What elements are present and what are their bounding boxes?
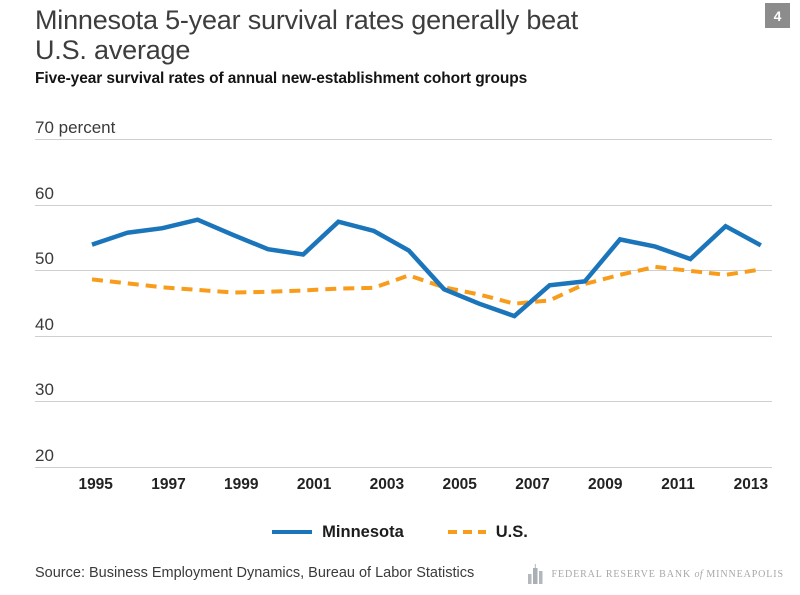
legend-item-minnesota: Minnesota: [272, 523, 404, 542]
x-tick-2005: 2005: [442, 476, 477, 493]
source-note: Source: Business Employment Dynamics, Bu…: [35, 565, 475, 581]
legend-item-us: U.S.: [447, 522, 528, 542]
page-number-badge: 4: [765, 3, 790, 28]
logo-text-city: MINNEAPOLIS: [706, 568, 784, 580]
y-tick-20: 20: [35, 446, 54, 465]
title-line-2: U.S. average: [35, 35, 191, 65]
minnesota-line: [91, 217, 762, 319]
x-tick-2011: 2011: [661, 476, 695, 493]
legend-label-us: U.S.: [495, 522, 528, 541]
logo-text-of: of: [694, 568, 703, 580]
chart-subtitle: Five-year survival rates of annual new-e…: [35, 70, 528, 87]
y-tick-40: 40: [35, 314, 54, 334]
x-tick-1995: 1995: [78, 476, 113, 493]
x-tick-1997: 1997: [151, 476, 186, 493]
us-line-swatch: [447, 529, 486, 535]
legend-label-minnesota: Minnesota: [322, 522, 404, 541]
logo-text-bank: FEDERAL RESERVE BANK: [551, 568, 692, 580]
minnesota-line-swatch: [272, 529, 313, 535]
y-tick-50: 50: [35, 249, 54, 269]
chart-legend: Minnesota U.S.: [0, 520, 800, 544]
page-title: Minnesota 5-year survival rates generall…: [35, 5, 578, 65]
building-icon: [528, 564, 543, 584]
minneapolis-fed-logo: FEDERAL RESERVE BANK of MINNEAPOLIS: [527, 564, 784, 584]
y-tick-30: 30: [35, 380, 54, 400]
title-line-1: Minnesota 5-year survival rates generall…: [35, 5, 579, 35]
us-line: [91, 264, 762, 306]
y-tick-70-percent: 70 percent: [35, 118, 116, 137]
x-tick-1999: 1999: [224, 476, 259, 493]
x-tick-2013: 2013: [733, 476, 769, 493]
x-tick-2007: 2007: [515, 476, 550, 493]
logo-text: FEDERAL RESERVE BANK of MINNEAPOLIS: [551, 569, 784, 580]
x-tick-2009: 2009: [588, 476, 623, 493]
y-tick-60: 60: [35, 183, 54, 203]
x-tick-2001: 2001: [296, 476, 332, 493]
x-tick-2003: 2003: [369, 476, 405, 493]
